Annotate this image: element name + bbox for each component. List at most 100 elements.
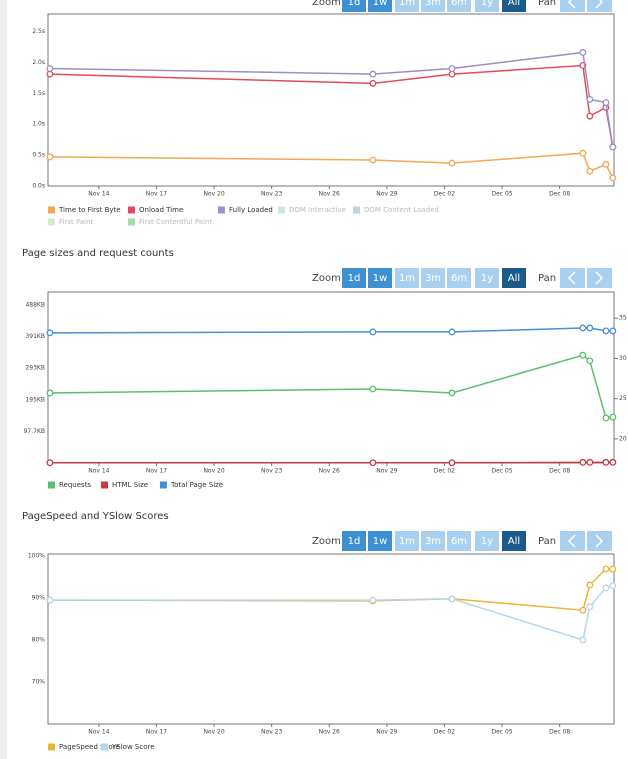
chart-title: PageSpeed and YSlow Scores — [22, 511, 169, 522]
legend-swatch[interactable] — [128, 206, 135, 214]
x-tick-label: Nov 20 — [203, 191, 224, 198]
zoom-button[interactable] — [395, 0, 419, 12]
zoom-button[interactable] — [475, 531, 499, 551]
legend-label[interactable]: Time to First Byte — [58, 206, 121, 214]
zoom-button[interactable] — [342, 0, 366, 12]
legend-swatch[interactable] — [48, 218, 55, 226]
pan-button[interactable] — [587, 0, 612, 12]
legend-swatch[interactable] — [48, 481, 55, 489]
zoom-label: Zoom — [312, 0, 341, 8]
zoom-button[interactable] — [342, 531, 366, 551]
y-tick-label: 391KB — [25, 333, 45, 340]
pan-button[interactable] — [560, 268, 585, 288]
zoom-button[interactable] — [475, 268, 499, 288]
legend-label[interactable]: First Paint — [59, 218, 94, 226]
legend-swatch[interactable] — [101, 743, 108, 751]
y2-tick-label: 25 — [619, 395, 627, 402]
legend-swatch[interactable] — [160, 481, 167, 489]
legend-label[interactable]: Onload Time — [139, 206, 183, 214]
zoom-button[interactable] — [447, 531, 471, 551]
zoom-button-label[interactable]: 1m — [399, 0, 415, 8]
pan-button[interactable] — [560, 531, 585, 551]
legend-label[interactable]: Fully Loaded — [229, 206, 273, 214]
legend-label[interactable]: Requests — [59, 481, 91, 489]
zoom-button[interactable] — [502, 531, 526, 551]
zoom-button-label[interactable]: 3m — [425, 0, 441, 8]
legend-label[interactable]: DOM Interactive — [289, 206, 346, 214]
pan-label: Pan — [538, 536, 556, 547]
zoom-button[interactable] — [447, 0, 471, 12]
zoom-button-label[interactable]: 1w — [373, 0, 388, 8]
zoom-button-label[interactable]: 1d — [348, 0, 361, 8]
legend-label[interactable]: DOM Content Loaded — [364, 206, 439, 214]
zoom-button[interactable] — [395, 268, 419, 288]
zoom-button[interactable] — [502, 0, 526, 12]
zoom-button-label[interactable]: 1m — [399, 273, 415, 284]
pan-arrow[interactable] — [595, 271, 604, 285]
pan-arrow[interactable] — [595, 534, 604, 548]
legend-swatch[interactable] — [48, 743, 55, 751]
y2-tick-label: 20 — [619, 435, 627, 442]
zoom-button-label[interactable]: 3m — [425, 536, 441, 547]
zoom-button[interactable] — [447, 268, 471, 288]
zoom-button[interactable] — [342, 268, 366, 288]
legend-label[interactable]: HTML Size — [112, 481, 148, 489]
y-tick-label: 0.5s — [32, 152, 45, 159]
zoom-button[interactable] — [368, 268, 392, 288]
side-strip — [0, 0, 7, 759]
legend-label[interactable]: YSlow Score — [111, 743, 155, 751]
legend-swatch[interactable] — [101, 481, 108, 489]
x-tick-label: Dec 05 — [491, 191, 512, 198]
zoom-button-label[interactable]: 1w — [373, 536, 388, 547]
legend-label[interactable]: PageSpeed Score — [59, 743, 120, 751]
pan-arrow[interactable] — [567, 534, 576, 548]
y-tick-label: 97.7KB — [24, 428, 45, 435]
zoom-button[interactable] — [395, 531, 419, 551]
zoom-button-label[interactable]: 6m — [451, 273, 467, 284]
pan-arrow[interactable] — [567, 271, 576, 285]
pan-button[interactable] — [587, 531, 612, 551]
x-tick-label: Nov 14 — [88, 468, 109, 475]
legend-label[interactable]: Total Page Size — [170, 481, 223, 489]
pan-arrow[interactable] — [567, 0, 576, 9]
zoom-button[interactable] — [368, 0, 392, 12]
zoom-button-label[interactable]: 1y — [481, 0, 493, 8]
y-tick-label: 80% — [32, 637, 46, 644]
data-point — [369, 385, 377, 393]
pan-button[interactable] — [587, 268, 612, 288]
legend-swatch[interactable] — [353, 206, 360, 214]
pan-arrow[interactable] — [595, 0, 604, 9]
zoom-button-label[interactable]: 3m — [425, 273, 441, 284]
legend-label[interactable]: First Contentful Paint — [139, 218, 212, 226]
legend-swatch[interactable] — [278, 206, 285, 214]
x-tick-label: Dec 08 — [549, 729, 570, 736]
zoom-button-label[interactable]: 1y — [481, 536, 493, 547]
zoom-button[interactable] — [475, 0, 499, 12]
zoom-button-label[interactable]: 1d — [348, 536, 361, 547]
zoom-button-label[interactable]: All — [508, 0, 520, 8]
zoom-button-label[interactable]: All — [508, 273, 520, 284]
zoom-button[interactable] — [421, 0, 445, 12]
zoom-button[interactable] — [502, 268, 526, 288]
zoom-button-label[interactable]: 1m — [399, 536, 415, 547]
data-point — [602, 458, 610, 466]
zoom-button-label[interactable]: 1w — [373, 273, 388, 284]
x-tick-label: Nov 26 — [319, 729, 340, 736]
data-point — [579, 606, 587, 614]
zoom-button[interactable] — [421, 531, 445, 551]
x-tick-label: Nov 23 — [261, 729, 282, 736]
zoom-button-label[interactable]: 1y — [481, 273, 493, 284]
legend-swatch[interactable] — [128, 218, 135, 226]
zoom-button-label[interactable]: 6m — [451, 536, 467, 547]
legend-swatch[interactable] — [218, 206, 225, 214]
zoom-button[interactable] — [368, 531, 392, 551]
data-point — [46, 153, 54, 161]
zoom-button-label[interactable]: 1d — [348, 273, 361, 284]
legend-swatch[interactable] — [48, 206, 55, 214]
x-tick-label: Nov 17 — [146, 729, 167, 736]
data-point — [602, 99, 610, 106]
zoom-button[interactable] — [421, 268, 445, 288]
zoom-button-label[interactable]: 6m — [451, 0, 467, 8]
y2-tick-label: 35 — [619, 315, 627, 322]
zoom-button-label[interactable]: All — [508, 536, 520, 547]
